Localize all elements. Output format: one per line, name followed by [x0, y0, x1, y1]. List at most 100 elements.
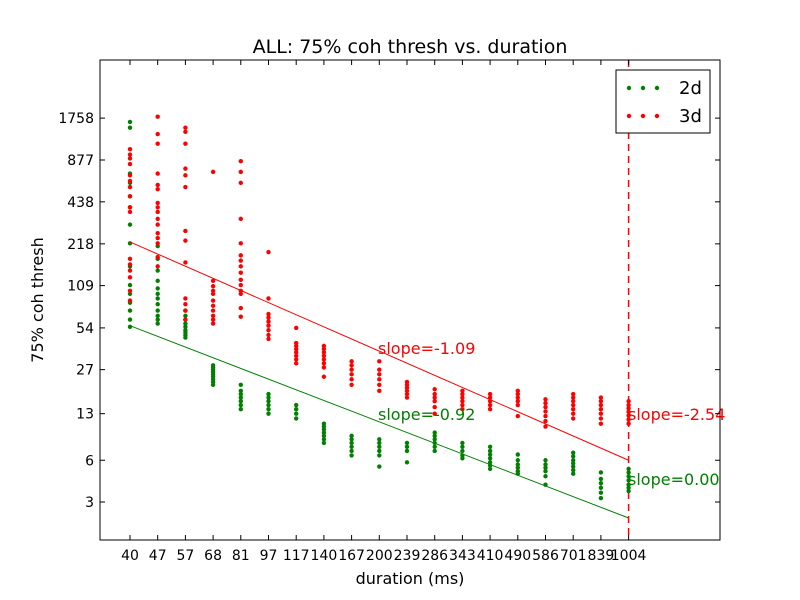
data-point-2d [321, 430, 327, 435]
data-point-3d [210, 291, 216, 297]
data-point-3d [598, 416, 604, 421]
data-point-3d [543, 424, 548, 429]
data-point-3d [543, 397, 548, 402]
data-point-3d [210, 317, 216, 322]
data-point-2d [266, 395, 271, 400]
data-point-3d [432, 387, 437, 392]
data-point-2d [238, 407, 243, 412]
data-point-2d [432, 433, 437, 439]
data-point-3d [238, 241, 243, 246]
data-point-2d [183, 324, 188, 330]
data-point-3d [155, 141, 160, 146]
data-point-2d [460, 444, 465, 450]
data-point-3d [598, 395, 604, 400]
data-point-3d [266, 315, 271, 320]
data-point-2d [404, 440, 410, 446]
data-point-3d [155, 231, 160, 236]
data-point-3d [571, 416, 576, 421]
data-point-3d [543, 404, 548, 410]
data-point-3d [266, 296, 271, 301]
data-point-2d [127, 291, 133, 297]
data-point-3d [571, 411, 576, 416]
data-point-2d [377, 440, 382, 446]
data-point-2d [238, 382, 243, 387]
data-point-3d [155, 205, 160, 210]
data-point-2d [515, 462, 520, 467]
data-point-3d [127, 146, 133, 152]
data-point-2d [155, 302, 160, 307]
x-tick-label: 68 [204, 548, 222, 564]
data-point-2d [626, 488, 631, 494]
data-point-3d [127, 209, 133, 215]
data-point-2d [404, 444, 410, 450]
data-point-3d [155, 264, 160, 269]
data-point-2d [487, 460, 493, 465]
data-point-3d [349, 359, 354, 364]
legend-label-2d: 2d [679, 78, 702, 99]
data-point-2d [266, 402, 271, 408]
data-point-2d [377, 453, 382, 458]
data-point-3d [155, 235, 160, 241]
data-point-3d [127, 194, 133, 199]
data-point-3d [294, 353, 299, 358]
data-point-3d [238, 180, 243, 186]
data-point-3d [460, 391, 465, 397]
data-point-3d [598, 421, 604, 426]
data-point-2d [626, 474, 631, 479]
data-point-3d [155, 114, 160, 119]
data-point-3d [127, 275, 133, 280]
data-point-2d [487, 444, 493, 450]
data-point-3d [266, 336, 271, 342]
data-point-2d [349, 453, 354, 458]
y-tick-label: 438 [67, 195, 94, 211]
data-point-3d [155, 200, 160, 206]
data-point-2d [349, 444, 354, 450]
legend-marker-2d [626, 85, 632, 91]
data-point-2d [598, 480, 604, 486]
data-point-2d [294, 416, 299, 421]
data-point-3d [543, 413, 548, 419]
data-point-3d [183, 302, 188, 307]
data-point-3d [155, 216, 160, 222]
data-point-2d [460, 448, 465, 454]
data-point-3d [266, 327, 271, 333]
data-point-3d [238, 258, 243, 263]
data-point-3d [626, 402, 631, 408]
data-point-2d [155, 308, 160, 313]
data-point-2d [238, 398, 243, 404]
legend-box [615, 69, 711, 134]
fit-line-3d [129, 241, 629, 461]
data-point-3d [127, 262, 133, 267]
data-point-2d [432, 448, 437, 454]
data-point-3d [515, 402, 520, 408]
legend-marker-3d [640, 113, 646, 119]
data-point-2d [626, 470, 631, 475]
data-point-3d [349, 372, 354, 377]
data-point-2d [155, 313, 160, 319]
data-point-3d [432, 395, 437, 400]
data-point-3d [515, 413, 520, 419]
x-tick-label: 167 [338, 548, 365, 564]
data-point-3d [238, 169, 243, 175]
data-point-2d [571, 454, 576, 459]
data-point-3d [238, 282, 243, 288]
data-point-2d [543, 462, 548, 467]
data-point-2d [183, 313, 188, 319]
y-tick-label: 1758 [58, 111, 94, 127]
data-point-3d [626, 421, 631, 426]
data-point-3d [127, 298, 133, 303]
data-point-3d [183, 308, 188, 313]
data-point-2d [626, 482, 631, 487]
data-point-3d [626, 417, 631, 422]
data-point-2d [349, 440, 354, 446]
data-point-3d [515, 391, 520, 397]
data-point-3d [626, 409, 631, 415]
data-point-3d [349, 382, 354, 387]
data-point-3d [183, 125, 188, 130]
legend-marker-3d [626, 113, 632, 119]
data-point-3d [543, 418, 548, 424]
data-point-3d [266, 323, 271, 328]
data-point-3d [294, 350, 299, 355]
y-tick-label: 218 [67, 237, 94, 253]
